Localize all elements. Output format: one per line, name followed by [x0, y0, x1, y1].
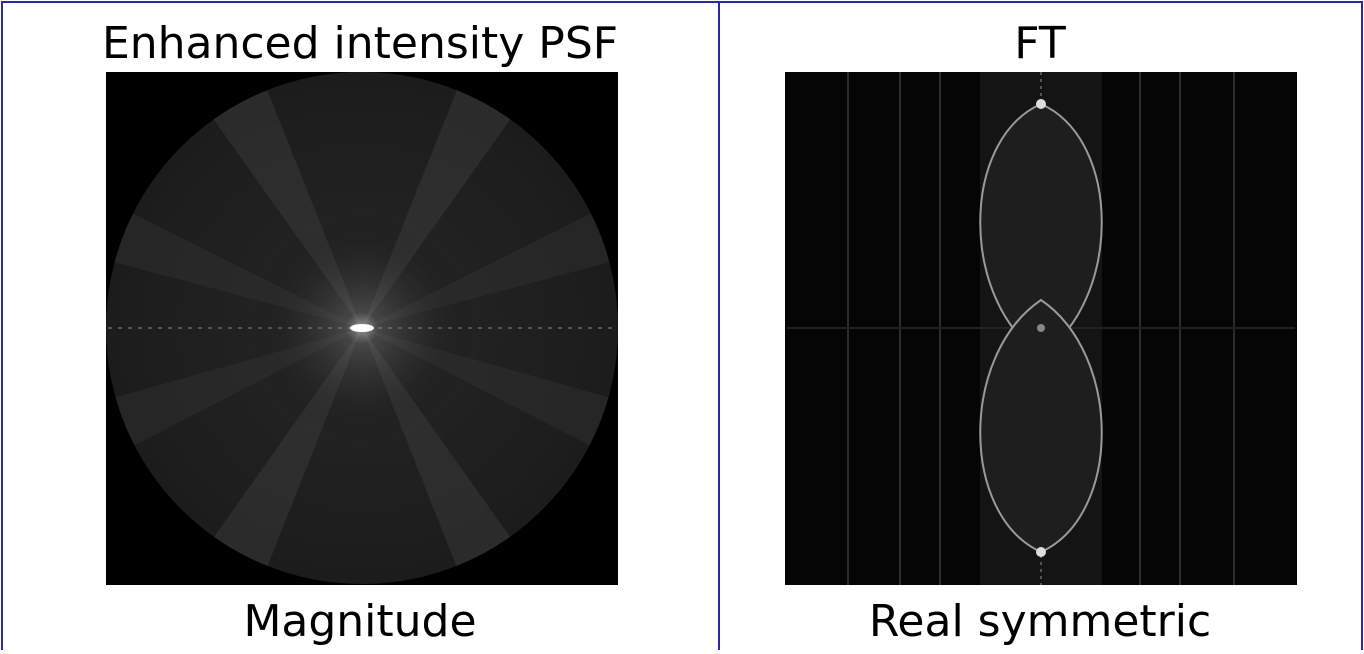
panel-caption: Magnitude: [243, 596, 476, 647]
panel-title: FT: [1014, 18, 1066, 69]
ft-image: [785, 72, 1297, 585]
psf-image: [106, 72, 618, 585]
slide: Enhanced intensity PSF Magnitude FT: [0, 0, 1364, 650]
panel-caption: Real symmetric: [869, 596, 1211, 647]
panel-title: Enhanced intensity PSF: [102, 18, 618, 69]
